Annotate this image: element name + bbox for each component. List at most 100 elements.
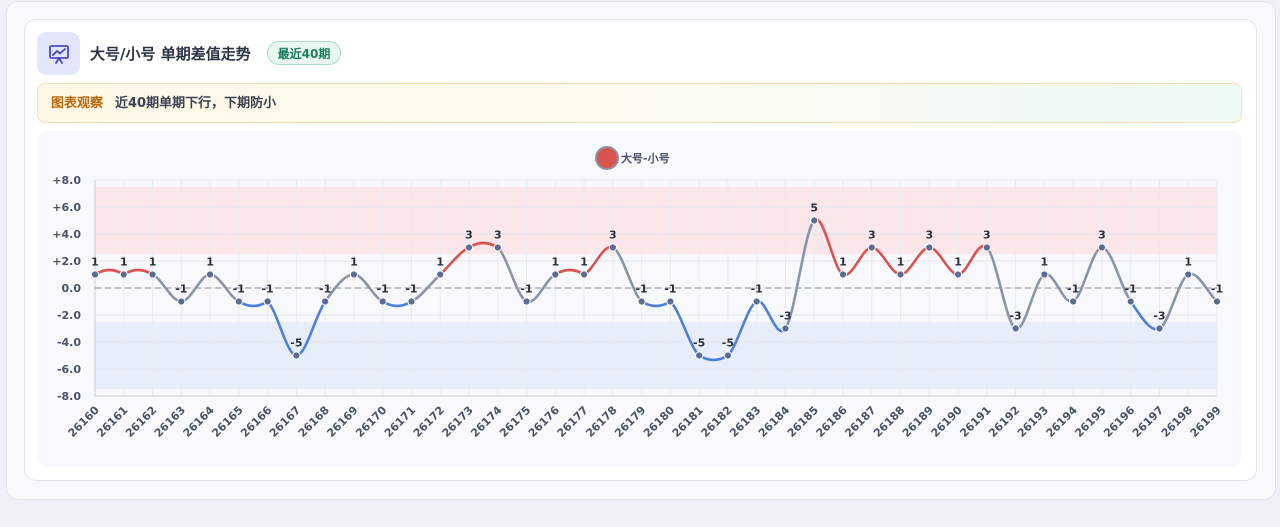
x-tick-label: 26178 — [583, 404, 619, 440]
x-tick-label: 26186 — [814, 403, 850, 439]
x-tick-label: 26164 — [181, 403, 217, 439]
data-point — [867, 243, 876, 252]
data-label: 1 — [350, 256, 358, 269]
data-label: -3 — [1009, 310, 1021, 323]
x-tick-label: 26177 — [555, 404, 591, 440]
x-tick-label: 26195 — [1072, 404, 1108, 440]
x-tick-label: 26168 — [296, 404, 332, 440]
data-label: -1 — [405, 283, 417, 296]
series-line-segment — [784, 219, 816, 330]
data-label: -1 — [175, 283, 187, 296]
data-label: 3 — [868, 229, 876, 242]
data-point — [551, 270, 560, 279]
data-point — [695, 351, 704, 360]
data-label: -5 — [722, 337, 734, 350]
y-tick-label: +6.0 — [52, 201, 81, 214]
x-tick-label: 26191 — [957, 404, 993, 440]
data-label: 1 — [839, 256, 847, 269]
data-point — [723, 351, 733, 360]
data-label: 3 — [983, 229, 991, 242]
x-tick-label: 26188 — [871, 404, 907, 440]
x-tick-label: 26170 — [353, 403, 389, 439]
data-point — [349, 270, 359, 279]
data-point — [1069, 297, 1078, 306]
data-label: 1 — [149, 256, 157, 269]
data-label: 1 — [1041, 256, 1049, 269]
data-label: -1 — [1125, 283, 1137, 296]
data-label: 1 — [897, 256, 905, 269]
x-tick-label: 26174 — [468, 403, 504, 439]
x-tick-label: 26162 — [123, 404, 159, 440]
low-band — [95, 321, 1217, 390]
data-point — [637, 297, 646, 306]
observation-text: 近40期单期下行，下期防小 — [115, 96, 277, 111]
data-label: -1 — [233, 283, 245, 296]
data-point — [752, 297, 761, 306]
data-point — [464, 243, 474, 252]
data-point — [177, 297, 186, 306]
data-point — [1097, 243, 1107, 252]
data-label: 1 — [91, 256, 99, 269]
observation-banner: 图表观察 近40期单期下行，下期防小 — [37, 83, 1242, 123]
x-tick-label: 26176 — [526, 403, 562, 439]
data-point — [781, 324, 790, 333]
x-tick-label: 26166 — [238, 403, 274, 439]
data-point — [1040, 270, 1049, 279]
data-label: 1 — [120, 256, 128, 269]
data-label: -1 — [751, 283, 763, 296]
data-point — [90, 270, 100, 279]
x-tick-label: 26184 — [756, 403, 792, 439]
data-point — [1212, 297, 1222, 306]
data-point — [810, 216, 819, 225]
series-line-segment — [985, 246, 1017, 330]
chart-panel: -8.0 -6.0 -4.0 -2.0 0.0 +2.0 +4.0 +6.0 +8.0 26160… — [37, 131, 1242, 467]
x-tick-label: 26182 — [698, 404, 734, 440]
data-point — [378, 297, 387, 306]
legend-label: 大号-小号 — [621, 151, 670, 165]
x-tick-label: 26175 — [497, 404, 533, 440]
data-point — [321, 297, 330, 306]
data-label: -1 — [1067, 283, 1079, 296]
legend-marker — [595, 146, 619, 170]
x-tick-label: 26199 — [1188, 404, 1224, 440]
data-label: -5 — [693, 337, 705, 350]
data-label: -3 — [779, 310, 791, 323]
data-point — [263, 297, 272, 306]
data-label: 3 — [925, 229, 933, 242]
data-label: -3 — [1153, 310, 1165, 323]
data-label: -1 — [520, 283, 532, 296]
data-point — [1155, 324, 1164, 333]
x-tick-label: 26161 — [94, 404, 130, 440]
data-label: 3 — [1098, 229, 1106, 242]
y-tick-label: -2.0 — [57, 309, 81, 322]
data-point — [119, 270, 128, 279]
data-label: -1 — [635, 283, 647, 296]
data-point — [982, 243, 991, 252]
data-point — [838, 270, 848, 279]
data-point — [407, 297, 416, 306]
x-tick-label: 26173 — [440, 404, 476, 440]
y-tick-label: +2.0 — [52, 255, 81, 268]
data-point — [1126, 297, 1135, 306]
data-label: -1 — [377, 283, 389, 296]
data-label: 3 — [494, 229, 502, 242]
data-point — [925, 243, 934, 252]
data-label: -1 — [664, 283, 676, 296]
chart-presentation-icon — [37, 32, 80, 75]
data-label: 1 — [954, 256, 962, 269]
x-tick-label: 26185 — [785, 404, 821, 440]
data-label: 1 — [551, 256, 559, 269]
data-point — [896, 270, 905, 279]
y-tick-label: +4.0 — [52, 228, 81, 241]
x-tick-label: 26194 — [1044, 403, 1080, 439]
data-point — [522, 297, 531, 306]
x-tick-label: 26183 — [727, 404, 763, 440]
x-tick-label: 26180 — [641, 403, 677, 439]
x-tick-label: 26187 — [842, 404, 878, 440]
data-label: -5 — [290, 337, 302, 350]
data-point — [205, 270, 215, 279]
x-tick-label: 26192 — [986, 404, 1022, 440]
y-tick-label: +8.0 — [52, 174, 81, 187]
difference-line-chart: -8.0 -6.0 -4.0 -2.0 0.0 +2.0 +4.0 +6.0 +8.0 26160… — [52, 146, 1224, 440]
data-label: 1 — [580, 256, 588, 269]
